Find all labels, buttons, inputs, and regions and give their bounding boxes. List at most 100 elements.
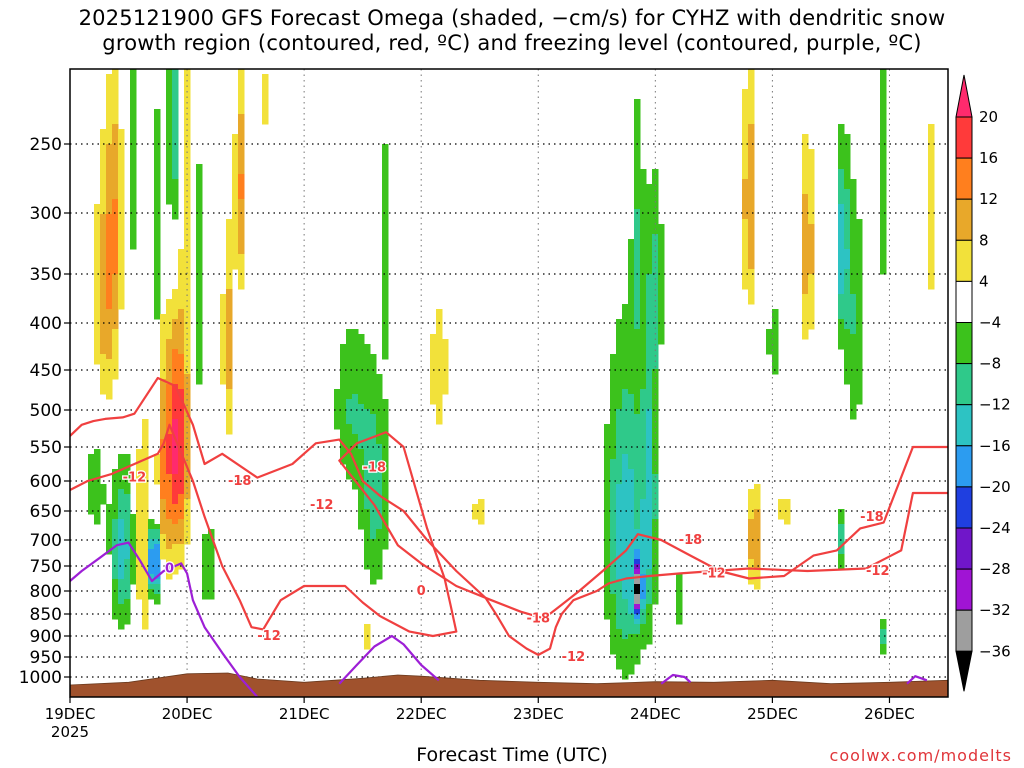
omega-cell (184, 239, 191, 245)
omega-cell (928, 204, 935, 210)
omega-cell (634, 284, 641, 290)
omega-cell (106, 224, 113, 230)
omega-cell (346, 409, 353, 415)
omega-cell (850, 289, 857, 295)
omega-cell (100, 349, 107, 355)
omega-cell (880, 234, 887, 240)
omega-cell (634, 379, 641, 385)
omega-cell (136, 474, 143, 480)
omega-cell (118, 599, 125, 605)
omega-cell (124, 459, 131, 465)
omega-cell (160, 549, 167, 555)
omega-cell (628, 334, 635, 340)
omega-cell (622, 304, 629, 310)
omega-cell (838, 269, 845, 275)
omega-cell (646, 639, 653, 645)
omega-cell (364, 419, 371, 425)
omega-cell (106, 174, 113, 180)
omega-cell (928, 189, 935, 195)
omega-cell (622, 334, 629, 340)
credit-text: coolwx.com/modelts (829, 746, 1012, 765)
omega-cell (184, 224, 191, 230)
omega-cell (142, 619, 149, 625)
omega-cell (634, 179, 641, 185)
omega-cell (352, 339, 359, 345)
omega-cell (166, 519, 173, 525)
omega-cell (652, 544, 659, 550)
omega-cell (118, 549, 125, 555)
omega-cell (130, 79, 137, 85)
omega-cell (640, 619, 647, 625)
omega-cell (880, 149, 887, 155)
omega-cell (172, 429, 179, 435)
omega-cell (856, 354, 863, 360)
omega-cell (166, 429, 173, 435)
omega-cell (748, 524, 755, 530)
omega-cell (838, 254, 845, 260)
omega-cell (130, 144, 137, 150)
omega-cell (106, 209, 113, 215)
omega-cell (610, 534, 617, 540)
omega-cell (106, 79, 113, 85)
omega-cell (184, 279, 191, 285)
omega-cell (646, 414, 653, 420)
omega-cell (220, 339, 227, 345)
omega-cell (94, 359, 101, 365)
omega-cell (136, 499, 143, 505)
omega-cell (382, 499, 389, 505)
omega-cell (106, 184, 113, 190)
omega-cell (856, 324, 863, 330)
omega-cell (178, 399, 185, 405)
omega-cell (604, 469, 611, 475)
omega-cell (604, 584, 611, 590)
omega-cell (640, 329, 647, 335)
omega-cell (376, 479, 383, 485)
omega-cell (646, 329, 653, 335)
omega-cell (628, 589, 635, 595)
omega-cell (100, 379, 107, 385)
omega-cell (622, 464, 629, 470)
omega-cell (184, 339, 191, 345)
omega-cell (634, 349, 641, 355)
omega-cell (676, 584, 683, 590)
omega-cell (226, 389, 233, 395)
omega-cell (172, 519, 179, 525)
omega-cell (196, 344, 203, 350)
omega-cell (628, 354, 635, 360)
omega-cell (346, 399, 353, 405)
omega-cell (142, 529, 149, 535)
omega-cell (196, 259, 203, 265)
omega-cell (652, 514, 659, 520)
omega-cell (340, 449, 347, 455)
omega-cell (112, 104, 119, 110)
omega-cell (634, 569, 641, 575)
omega-cell (634, 109, 641, 115)
omega-cell (610, 354, 617, 360)
omega-cell (166, 344, 173, 350)
omega-cell (340, 434, 347, 440)
omega-cell (130, 574, 137, 580)
omega-cell (172, 99, 179, 105)
omega-cell (628, 424, 635, 430)
omega-cell (628, 304, 635, 310)
omega-cell (634, 404, 641, 410)
omega-cell (142, 579, 149, 585)
omega-cell (604, 444, 611, 450)
omega-cell (748, 94, 755, 100)
omega-cell (622, 479, 629, 485)
omega-cell (850, 179, 857, 185)
omega-cell (184, 244, 191, 250)
omega-cell (232, 224, 239, 230)
omega-cell (112, 324, 119, 330)
omega-cell (748, 549, 755, 555)
omega-cell (610, 544, 617, 550)
omega-cell (634, 314, 641, 320)
omega-cell (112, 94, 119, 100)
omega-cell (880, 639, 887, 645)
omega-cell (370, 384, 377, 390)
chart-title-line2: growth region (contoured, red, ºC) and f… (102, 31, 922, 55)
omega-cell (154, 469, 161, 475)
omega-cell (154, 294, 161, 300)
omega-cell (346, 424, 353, 430)
omega-cell (376, 469, 383, 475)
